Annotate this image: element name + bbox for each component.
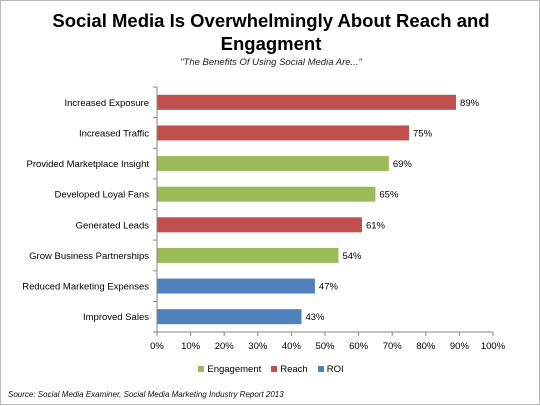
legend-item: Engagement [198,364,261,375]
value-label: 43% [305,312,325,323]
legend-item: Reach [271,364,308,375]
x-tick-label: 10% [181,341,201,352]
bar [157,125,409,141]
bar [157,186,376,202]
category-label: Generated Leads [76,220,150,231]
legend-swatch [198,366,205,372]
x-tick-label: 100% [481,341,506,352]
value-label: 61% [366,220,386,231]
value-label: 75% [413,128,433,139]
category-label: Improved Sales [83,312,149,323]
value-label: 69% [393,159,413,170]
category-label: Developed Loyal Fans [54,190,149,201]
legend-item: ROI [317,364,344,375]
chart-legend: Engagement Reach ROI [1,364,540,375]
legend-label: ROI [326,364,344,375]
category-label: Reduced Marketing Expenses [22,282,149,293]
legend-swatch [271,366,278,372]
chart-title: Social Media Is Overwhelmingly About Rea… [52,10,490,54]
category-label: Increased Traffic [79,128,149,139]
bar [157,278,315,294]
x-tick-label: 40% [282,341,302,352]
bar [157,217,362,233]
value-label: 54% [342,251,362,262]
x-tick-label: 90% [450,341,470,352]
category-label: Increased Exposure [65,98,150,109]
x-tick-label: 60% [349,341,369,352]
legend-label: Reach [280,364,308,375]
legend-label: Engagement [207,364,262,375]
chart-subtitle: "The Benefits Of Using Social Media Are.… [180,57,362,68]
source-note: Source: Social Media Examiner, Social Me… [8,390,284,399]
category-label: Grow Business Partnerships [29,251,149,262]
x-tick-label: 0% [150,341,164,352]
value-label: 65% [379,190,399,201]
legend-swatch [317,366,324,372]
value-label: 47% [319,282,339,293]
x-tick-label: 80% [416,341,436,352]
bar [157,156,389,172]
x-tick-label: 50% [315,341,335,352]
x-tick-label: 30% [248,341,268,352]
value-label: 89% [460,98,480,109]
bar [157,309,302,325]
bar [157,247,339,263]
category-label: Provided Marketplace Insight [26,159,149,170]
x-tick-label: 70% [383,341,403,352]
bar [157,94,457,110]
x-tick-label: 20% [215,341,235,352]
